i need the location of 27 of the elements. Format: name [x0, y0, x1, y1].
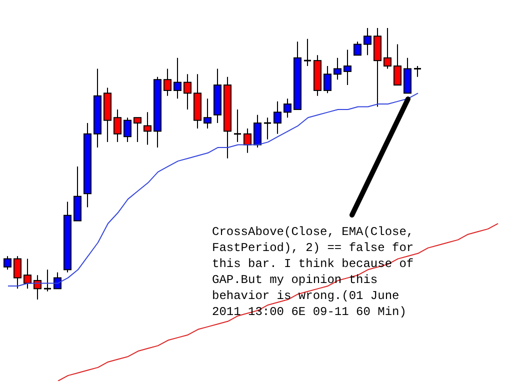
candlestick	[303, 38, 312, 67]
candlestick	[134, 117, 142, 143]
candlestick	[334, 57, 342, 80]
candlestick	[184, 74, 192, 110]
candlestick	[114, 108, 122, 143]
candlestick	[394, 44, 402, 86]
candlestick	[204, 98, 212, 129]
candlestick	[274, 100, 282, 134]
candlestick	[364, 28, 372, 56]
candlestick	[24, 258, 32, 290]
candlestick	[14, 256, 22, 290]
candlestick	[4, 256, 12, 270]
candlestick	[233, 108, 242, 143]
candlestick	[384, 28, 392, 70]
candlestick	[144, 112, 152, 146]
candlestick	[263, 117, 272, 140]
candlestick	[43, 269, 52, 292]
candlestick	[324, 66, 332, 94]
candlestick	[244, 128, 252, 154]
candlestick	[344, 49, 352, 86]
candlestick	[284, 98, 292, 118]
candlestick	[124, 117, 132, 143]
candlestick	[164, 68, 172, 96]
candlestick	[174, 57, 182, 100]
candlestick	[354, 41, 362, 56]
candlestick	[254, 114, 262, 148]
candlestick	[413, 66, 422, 78]
